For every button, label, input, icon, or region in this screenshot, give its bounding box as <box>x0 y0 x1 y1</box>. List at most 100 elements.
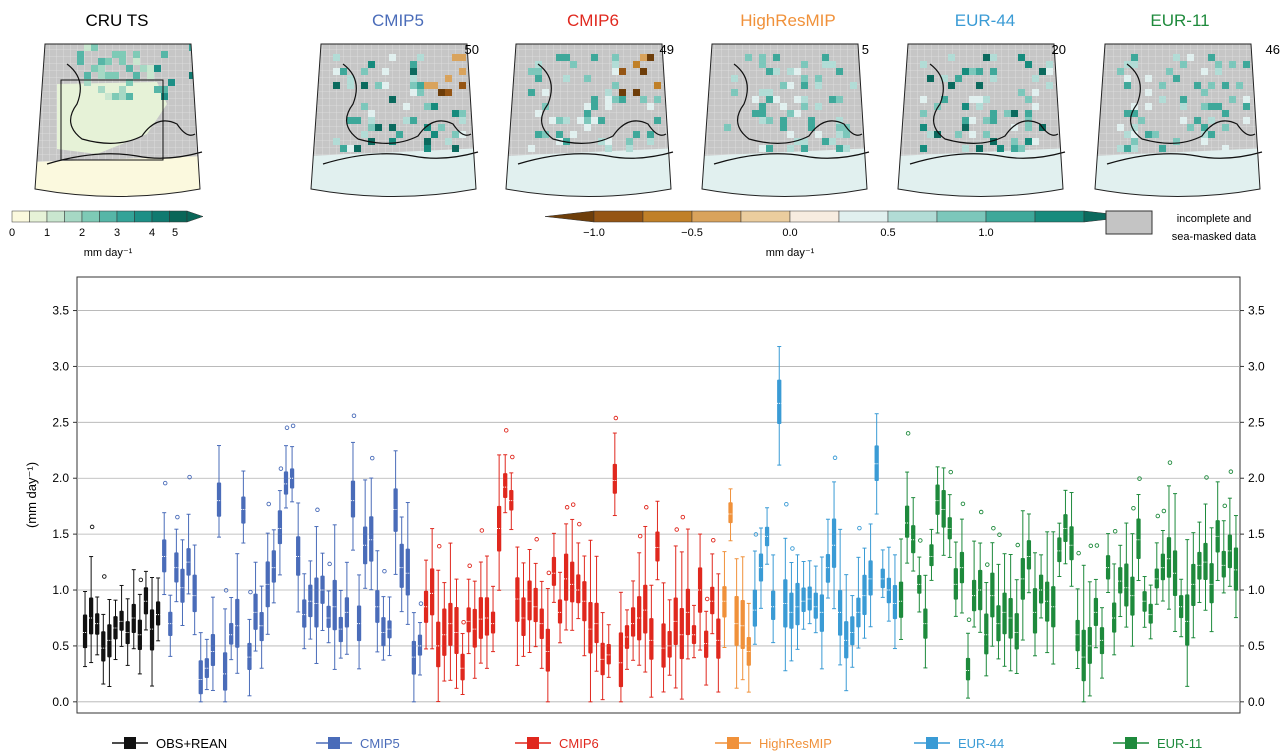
map-cell <box>836 68 843 75</box>
box-body <box>503 473 508 499</box>
map-cell <box>147 65 154 72</box>
box-outlier <box>978 509 984 515</box>
map-title-highresmip: HighResMIP <box>740 11 835 30</box>
legend-label-cmip5: CMIP5 <box>360 736 400 751</box>
bias-tick-m10: −1.0 <box>583 227 605 239</box>
box-body <box>1221 550 1226 578</box>
map-cell <box>368 124 375 131</box>
map-cell <box>976 145 983 152</box>
box-outlier <box>1131 505 1136 511</box>
map-cell <box>829 96 836 103</box>
box-outlier <box>102 574 107 579</box>
box <box>149 576 155 687</box>
map-cell <box>647 103 654 110</box>
box-outlier <box>546 570 552 576</box>
box-outlier <box>467 563 472 568</box>
box <box>271 529 276 604</box>
box <box>911 497 916 572</box>
box-body <box>101 631 106 662</box>
map-cell <box>84 44 91 51</box>
box <box>137 577 144 675</box>
map-cell <box>794 68 801 75</box>
box <box>728 488 733 542</box>
map-cell <box>542 131 549 138</box>
box <box>509 454 515 531</box>
map-cell <box>1201 138 1208 145</box>
map-cell <box>1117 124 1124 131</box>
box-body <box>314 577 319 628</box>
map-cell <box>549 117 556 124</box>
map-cell <box>424 145 431 152</box>
box <box>978 509 984 633</box>
mask-legend: incomplete and sea-masked data <box>1105 210 1257 243</box>
legend-box <box>1125 737 1137 749</box>
box <box>131 569 136 650</box>
bias-colorbar-segment <box>1034 210 1085 223</box>
box <box>996 532 1002 660</box>
abs-colorbar-extend <box>186 210 204 223</box>
map-count-cmip5: 50 <box>465 42 479 57</box>
box <box>716 573 721 693</box>
legend-symbol-0 <box>112 737 148 749</box>
map-cell <box>1011 110 1018 117</box>
box-outlier <box>577 521 582 527</box>
map-cell <box>815 131 822 138</box>
map-cell <box>133 58 140 65</box>
map-cell <box>976 103 983 110</box>
box-outlier <box>327 561 332 567</box>
box <box>1014 542 1020 674</box>
map-region <box>57 82 167 154</box>
box-body <box>271 550 276 583</box>
map-cell <box>98 65 105 72</box>
bias-colorbar-segment <box>691 210 742 223</box>
map-cell <box>105 72 112 79</box>
map-cell <box>140 65 147 72</box>
box <box>423 559 429 650</box>
box-outlier <box>461 619 466 625</box>
map-titles: CRU TS CMIP5 CMIP6 HighResMIP EUR-44 EUR… <box>86 11 1280 57</box>
map-cell <box>787 110 794 117</box>
map-cell <box>1194 82 1201 89</box>
map-cell <box>759 54 766 61</box>
box <box>381 568 387 661</box>
box <box>1185 539 1190 687</box>
legend-label-cmip6: CMIP6 <box>559 736 599 751</box>
box <box>563 505 570 631</box>
box-body <box>192 574 197 613</box>
box <box>168 594 173 657</box>
map-cell <box>1131 124 1138 131</box>
bias-tick-05: 0.5 <box>880 227 895 239</box>
box-outlier <box>948 469 954 475</box>
box-body <box>752 589 758 627</box>
map-cell <box>1201 103 1208 110</box>
map-cell <box>836 145 843 152</box>
map-cell <box>403 117 410 124</box>
box <box>320 552 325 631</box>
box-body <box>740 600 745 649</box>
map-cell <box>801 61 808 68</box>
box-body <box>643 584 648 634</box>
box-outlier <box>223 588 229 593</box>
box-body <box>801 587 806 612</box>
box-body <box>1136 518 1141 559</box>
box <box>283 425 290 509</box>
map-cell <box>969 117 976 124</box>
box <box>862 547 867 639</box>
box <box>600 612 605 701</box>
map-cell <box>822 61 829 68</box>
box <box>436 543 442 703</box>
box <box>1099 607 1105 679</box>
box <box>850 595 855 668</box>
map-cell <box>403 103 410 110</box>
box-body <box>466 607 471 633</box>
box-body <box>1191 563 1196 607</box>
map-cell <box>759 145 766 152</box>
box-outlier <box>1137 476 1142 481</box>
map-cell <box>417 82 424 89</box>
box <box>722 551 727 649</box>
box-outlier <box>266 501 271 507</box>
box-body <box>405 548 410 596</box>
map-coastline <box>66 63 196 144</box>
box <box>965 617 972 699</box>
box-outlier <box>832 455 838 461</box>
